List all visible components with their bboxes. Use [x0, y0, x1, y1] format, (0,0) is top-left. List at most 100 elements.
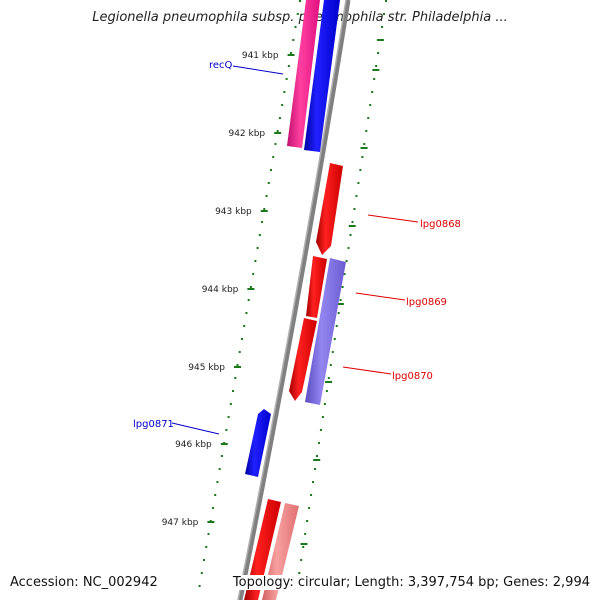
- guide-dot: [349, 234, 352, 236]
- guide-dot: [299, 0, 301, 2]
- tick-mark-right: [360, 147, 368, 149]
- gene-feature-lpg0868: [316, 163, 343, 255]
- gene-feature-lpg0871: [245, 409, 271, 477]
- guide-dot: [287, 65, 290, 67]
- guide-dot: [375, 65, 378, 67]
- callout-line-lpg0870: [342, 366, 392, 375]
- guide-dot: [365, 130, 368, 132]
- guide-dot: [258, 234, 261, 236]
- guide-dot: [315, 455, 318, 457]
- guide-dot: [363, 143, 366, 145]
- gene-feature-recq: [304, 0, 340, 152]
- gene-callout-lines: [171, 65, 419, 435]
- guide-dot: [323, 403, 326, 405]
- gene-labels: recQ lpg0868 lpg0869 lpg0870 lpg0871: [133, 60, 461, 430]
- guide-dot: [234, 377, 237, 379]
- guide-dot: [355, 195, 358, 197]
- guide-dot: [238, 351, 241, 353]
- tick-mark: [260, 210, 268, 212]
- guide-dot: [310, 494, 313, 496]
- guide-dot: [281, 104, 284, 106]
- gene-feature-lpg0870: [289, 318, 317, 401]
- backbone-highlight: [237, 0, 347, 600]
- tick-mark-right: [313, 459, 321, 461]
- guide-dot: [345, 260, 348, 262]
- guide-dot: [203, 559, 206, 561]
- guide-dot: [232, 390, 235, 392]
- guide-dot: [371, 91, 374, 93]
- guide-dot: [298, 572, 301, 574]
- tick-label: 944 kbp: [202, 285, 239, 295]
- guide-dot: [319, 429, 322, 431]
- guide-dot: [308, 507, 311, 509]
- guide-dot: [216, 481, 219, 483]
- gene-label-lpg0869: lpg0869: [406, 297, 447, 308]
- guide-dot: [236, 364, 239, 366]
- guide-dot: [225, 429, 228, 431]
- guide-dot: [300, 559, 303, 561]
- guide-dot: [341, 286, 344, 288]
- guide-dot: [343, 273, 346, 275]
- guide-dot: [337, 312, 340, 314]
- guide-dot: [243, 325, 246, 327]
- guide-dot: [227, 416, 230, 418]
- guide-dot: [327, 377, 330, 379]
- guide-dot: [321, 416, 324, 418]
- callout-line-lpg0869: [355, 292, 406, 301]
- tick-mark: [287, 54, 295, 56]
- guide-dot: [249, 286, 252, 288]
- tick-mark: [220, 443, 228, 445]
- guide-dot: [353, 208, 356, 210]
- guide-dot: [381, 26, 384, 28]
- guide-dot: [220, 455, 223, 457]
- guide-dot: [373, 78, 376, 80]
- callout-line-lpg0868: [367, 214, 419, 223]
- tick-label: 942 kbp: [228, 129, 265, 139]
- guide-dot: [274, 143, 277, 145]
- gene-label-lpg0870: lpg0870: [392, 371, 433, 382]
- guide-dot: [278, 117, 281, 119]
- guide-dot: [347, 247, 350, 249]
- guide-dot: [335, 325, 338, 327]
- guide-dot: [331, 351, 334, 353]
- guide-dot: [205, 546, 208, 548]
- guide-dot: [263, 208, 266, 210]
- callout-line-recq: [232, 65, 284, 75]
- gene-feature-magenta: [287, 0, 320, 148]
- guide-dot: [357, 182, 360, 184]
- map-title: Legionella pneumophila subsp. pneumophil…: [92, 10, 508, 25]
- guide-dot: [292, 39, 295, 41]
- guide-dot: [312, 481, 315, 483]
- guide-dot: [283, 91, 286, 93]
- guide-dot: [359, 169, 362, 171]
- tick-mark-right: [300, 543, 308, 545]
- tick-mark: [274, 132, 282, 134]
- guide-dot: [211, 507, 214, 509]
- gene-feature-purple: [305, 258, 346, 405]
- gene-label-lpg0868: lpg0868: [420, 219, 461, 230]
- guide-dot: [314, 468, 317, 470]
- tick-label: 941 kbp: [242, 51, 279, 61]
- guide-dot: [339, 299, 342, 301]
- guide-dot: [218, 468, 221, 470]
- guide-dot: [302, 546, 305, 548]
- gene-feature-bottom-red: [244, 499, 281, 600]
- coordinate-ticks: 941 kbp 942 kbp 943 kbp 944 kbp 945 kbp 946 k…: [162, 51, 295, 528]
- tick-mark: [247, 288, 255, 290]
- guide-dot: [294, 26, 297, 28]
- guide-dot: [383, 13, 386, 15]
- guide-dot: [304, 533, 307, 535]
- guide-dot: [285, 78, 288, 80]
- guide-dot: [329, 364, 332, 366]
- guide-dot: [256, 247, 259, 249]
- guide-dot: [261, 221, 264, 223]
- guide-dot: [265, 195, 268, 197]
- tick-mark-right: [376, 39, 384, 41]
- guide-dot: [369, 104, 372, 106]
- topology-text: Topology: circular; Length: 3,397,754 bp…: [230, 575, 592, 590]
- guide-dot: [361, 156, 364, 158]
- guide-dot: [290, 52, 293, 54]
- tick-mark: [207, 521, 215, 523]
- dotted-guide-tracks: [198, 0, 387, 587]
